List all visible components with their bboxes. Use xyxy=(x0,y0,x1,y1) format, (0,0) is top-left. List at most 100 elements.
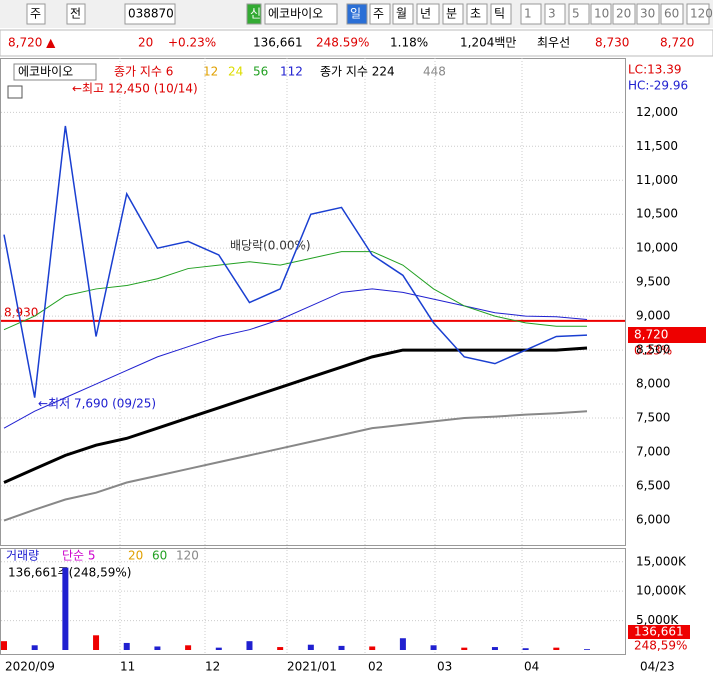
vol-bar xyxy=(154,646,161,650)
y-tick-label: 6,500 xyxy=(636,478,670,492)
vol-bar xyxy=(491,647,498,650)
amount: 1,204백만 xyxy=(460,36,516,50)
toolbar-button[interactable] xyxy=(490,3,512,25)
toolbar-button[interactable] xyxy=(124,3,176,25)
vol-bar xyxy=(553,647,560,650)
price-panel xyxy=(0,58,626,546)
y-tick-label: 9,000 xyxy=(636,309,670,323)
volume-panel xyxy=(0,548,626,655)
toolbar-button[interactable] xyxy=(442,3,464,25)
toolbar-label: 30 xyxy=(640,7,655,21)
y-tick-label: 12,000 xyxy=(636,105,678,119)
ma-line xyxy=(3,346,588,484)
toolbar-button[interactable] xyxy=(590,3,612,25)
price-tag xyxy=(628,327,706,343)
toolbar-label: 분 xyxy=(446,7,457,21)
toolbar-label: 3 xyxy=(548,7,556,21)
legend-box[interactable] xyxy=(13,63,97,81)
vol-bar xyxy=(62,567,69,650)
change-pct: +0.23% xyxy=(168,36,216,50)
hc: HC:-29.96 xyxy=(628,79,688,93)
toolbar-button[interactable] xyxy=(686,3,710,25)
legend-name: 에코바이오 xyxy=(18,65,73,79)
toolbar-label: 초 xyxy=(470,7,481,21)
vol-bar xyxy=(246,641,253,650)
turnover: 1.18% xyxy=(390,36,428,50)
toolbar-button[interactable] xyxy=(416,3,440,25)
legend-ma: 24 xyxy=(228,65,243,79)
toolbar-button[interactable] xyxy=(346,3,368,25)
toolbar-label: 038870 xyxy=(128,7,174,21)
y-tick-label: 7,500 xyxy=(636,410,670,424)
vol-bar xyxy=(307,644,314,650)
ask: 8,730 xyxy=(595,36,629,50)
toolbar-label: 주 xyxy=(30,7,41,21)
vol-tag-label: 136,661 xyxy=(634,625,684,639)
toolbar-button[interactable] xyxy=(520,3,542,25)
toolbar-button[interactable] xyxy=(66,3,86,25)
toolbar-button[interactable] xyxy=(544,3,566,25)
info-bar xyxy=(0,29,713,57)
vol-ratio: 248.59% xyxy=(316,36,369,50)
x-label: 2021/01 xyxy=(287,660,337,674)
change: 20 xyxy=(138,36,153,50)
vol-summary: 136,661주(248,59%) xyxy=(8,566,131,580)
legend-long: 448 xyxy=(423,65,446,79)
toolbar-label: 년 xyxy=(420,7,431,21)
y-tick-label: 9,500 xyxy=(636,275,670,289)
toolbar-label: 5 xyxy=(572,7,580,21)
x-label: 04/23 xyxy=(640,660,675,674)
toolbar-button[interactable] xyxy=(612,3,636,25)
best-label: 최우선 xyxy=(537,36,570,50)
vol-tick-label: 10,000K xyxy=(636,584,687,598)
toolbar-button[interactable] xyxy=(369,3,391,25)
y-tick-label: 10,000 xyxy=(636,241,678,255)
high-annot: ←최고 12,450 (10/14) xyxy=(72,82,198,96)
toolbar-label: 틱 xyxy=(494,7,505,21)
vol-bar xyxy=(430,645,437,650)
grid-icon[interactable] xyxy=(7,85,23,99)
x-label: 11 xyxy=(120,660,135,674)
toolbar-button[interactable] xyxy=(466,3,488,25)
y-tick-label: 8,000 xyxy=(636,377,670,391)
toolbar-label: 신 xyxy=(250,7,261,21)
toolbar-button[interactable] xyxy=(264,3,338,25)
toolbar-button[interactable] xyxy=(392,3,414,25)
vol-bar xyxy=(584,649,590,650)
toolbar-button[interactable] xyxy=(246,3,262,25)
vol-bar xyxy=(369,646,376,650)
x-label: 02 xyxy=(368,660,383,674)
dividend-annot: 배당락(0.00%) xyxy=(230,239,311,253)
toolbar-button[interactable] xyxy=(636,3,660,25)
toolbar-button[interactable] xyxy=(568,3,590,25)
vol-bar xyxy=(461,647,468,650)
vol-bar xyxy=(123,642,130,650)
x-label: 2020/09 xyxy=(5,660,55,674)
y-tick-label: 8,500 xyxy=(636,343,670,357)
toolbar-label: 60 xyxy=(664,7,679,21)
change-tag: 0.23% xyxy=(634,344,672,358)
vol-tick-label: 15,000K xyxy=(636,554,687,568)
bid: 8,720 xyxy=(660,36,694,50)
line-label: 8,930 xyxy=(4,306,38,320)
toolbar-label: 20 xyxy=(616,7,631,21)
vol-bar xyxy=(277,647,284,650)
legend-ma: 종가 지수 6 xyxy=(114,65,173,79)
toolbar-label: 1 xyxy=(524,7,532,21)
toolbar-label: 10 xyxy=(594,7,609,21)
vol-bar xyxy=(1,641,7,650)
price: 8,720 ▲ xyxy=(8,36,56,50)
toolbar-label: 일 xyxy=(350,7,361,21)
vol-bar xyxy=(399,638,406,650)
vol-title: 거래량 xyxy=(6,549,39,563)
vol-bar xyxy=(522,648,529,650)
toolbar-label: 전 xyxy=(70,7,81,21)
x-label: 03 xyxy=(437,660,452,674)
toolbar-label: 주 xyxy=(373,7,384,21)
toolbar-button[interactable] xyxy=(26,3,46,25)
legend-long: 종가 지수 224 xyxy=(320,65,395,79)
vol-bar xyxy=(93,635,100,650)
toolbar-button[interactable] xyxy=(660,3,684,25)
toolbar-label: 에코바이오 xyxy=(268,7,323,21)
